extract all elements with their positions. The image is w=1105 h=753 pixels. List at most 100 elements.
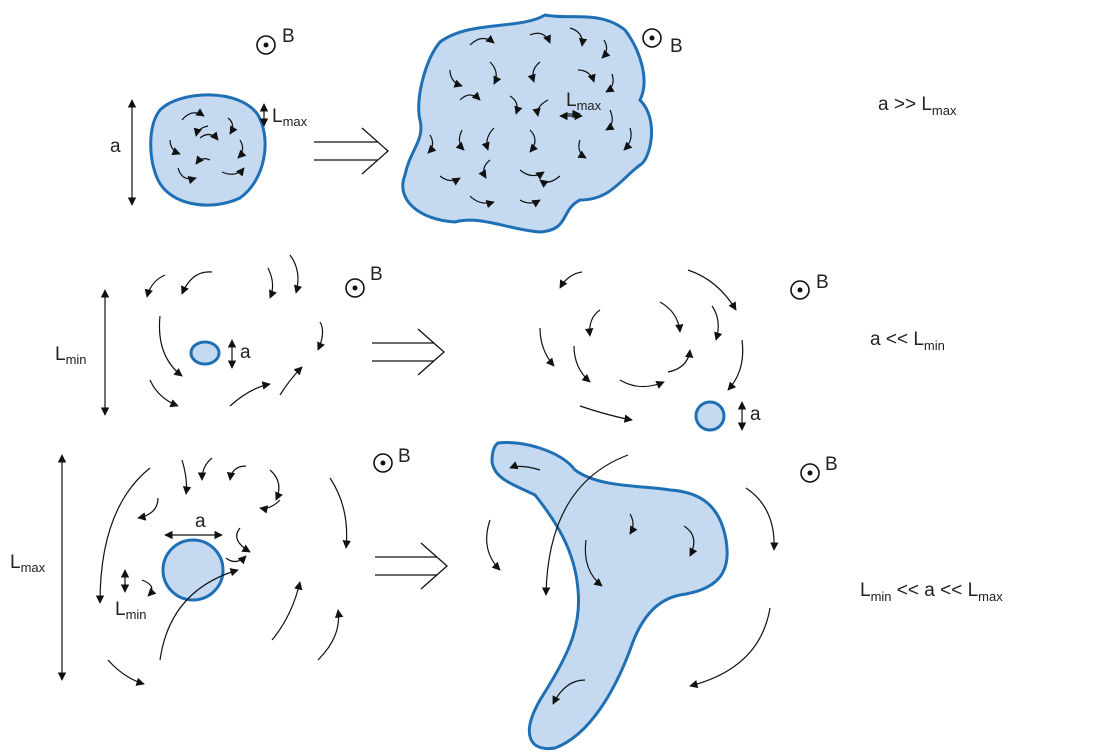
- eddies: [427, 27, 633, 209]
- eddy-arrow: [177, 167, 197, 185]
- size-label: a: [110, 136, 121, 157]
- eddy-arrow: [181, 108, 205, 121]
- eddy-arrow: [199, 131, 219, 141]
- field-dot: [797, 287, 803, 293]
- eddy-arrow: [317, 321, 325, 351]
- eddy-arrow: [149, 379, 179, 408]
- eddy-arrow: [236, 527, 251, 553]
- scale-label: Lmax: [10, 552, 46, 575]
- eddy-arrow: [469, 195, 495, 209]
- eddy-arrow: [683, 525, 698, 557]
- eddy-arrow: [197, 457, 213, 481]
- eddy-arrow: [229, 381, 271, 407]
- eddy-arrow: [745, 487, 779, 551]
- scale-base: L: [272, 106, 283, 127]
- eddy-arrow: [267, 267, 277, 299]
- eddy-arrow: [137, 497, 159, 521]
- eddy-arrow: [489, 61, 502, 85]
- condition-sub: max: [978, 589, 1003, 604]
- eddies: [486, 454, 779, 705]
- condition: a << Lmin: [870, 329, 945, 353]
- eddy-arrow: [469, 34, 495, 46]
- eddy-arrow: [289, 254, 303, 294]
- eddy-arrow: [569, 27, 588, 47]
- eddy-arrow: [667, 349, 694, 373]
- scale-sub: min: [66, 352, 87, 367]
- scale-base: L: [566, 90, 577, 111]
- eddy-arrow: [107, 659, 145, 686]
- condition-sub: max: [932, 103, 957, 118]
- eddy-arrow: [689, 607, 771, 689]
- eddies: [539, 269, 744, 423]
- eddy-arrow: [159, 568, 239, 661]
- eddy-arrow: [605, 73, 615, 93]
- eddy-arrow: [259, 499, 281, 514]
- eddy-arrow: [226, 465, 247, 481]
- scale-base: L: [10, 552, 21, 573]
- eddy-arrow: [181, 271, 213, 295]
- eddy-arrow: [459, 91, 481, 101]
- field-label: B: [282, 26, 295, 47]
- eddy-arrow: [584, 539, 603, 587]
- eddy-arrow: [577, 69, 596, 83]
- eddy-arrow: [519, 199, 541, 208]
- scale-sub: min: [126, 607, 147, 622]
- eddy-arrow: [532, 99, 549, 117]
- scale-sub: max: [283, 114, 308, 129]
- eddy-arrow: [227, 117, 238, 135]
- eddy-arrow: [579, 405, 633, 423]
- eddy-arrow: [552, 679, 586, 705]
- condition-text: a >> L: [878, 94, 932, 115]
- eddy-arrow: [687, 269, 737, 311]
- field-dot: [649, 35, 655, 41]
- condition-text: << a << L: [892, 580, 979, 601]
- eddy-arrow: [539, 327, 555, 367]
- field-label: B: [670, 36, 683, 57]
- eddy-arrow: [509, 95, 523, 115]
- eddy-arrow: [509, 461, 541, 471]
- scale-base: L: [115, 599, 126, 620]
- transition-arrow: [314, 127, 389, 175]
- eddy-arrow: [158, 315, 183, 377]
- eddy-arrow: [271, 581, 303, 641]
- eddy-arrow: [527, 61, 541, 83]
- eddy-arrow: [584, 309, 601, 337]
- eddy-arrow: [269, 469, 283, 501]
- condition-sub: min: [871, 589, 892, 604]
- field-dot: [380, 460, 386, 466]
- eddy-arrow: [221, 167, 245, 177]
- field-dot: [352, 285, 358, 291]
- condition-text: a << L: [870, 329, 924, 350]
- scale-base: L: [55, 344, 66, 365]
- condition: a >> Lmax: [878, 94, 957, 118]
- eddy-arrow: [144, 274, 166, 298]
- field-label: B: [398, 446, 411, 467]
- row-1: B a Lmax Lmax B a >> Lmax: [110, 13, 957, 234]
- eddy-arrow: [559, 271, 583, 289]
- eddy-arrow: [478, 159, 491, 179]
- eddy-arrow: [601, 39, 611, 59]
- eddy-arrow: [427, 134, 437, 154]
- eddy-arrow: [573, 345, 591, 383]
- scale-label: Lmax: [566, 90, 602, 113]
- eddy-arrow: [605, 109, 615, 131]
- transition-arrow: [375, 542, 448, 590]
- eddy-arrow: [169, 139, 181, 156]
- eddy-arrow: [195, 155, 211, 165]
- eddy-arrow: [481, 127, 495, 151]
- row-3: B Lmax a Lmin B Lmin << a << Lmax: [10, 440, 1003, 751]
- condition-text: L: [860, 580, 871, 601]
- eddy-arrow: [619, 379, 665, 389]
- eddies: [95, 457, 351, 686]
- eddy-arrow: [95, 467, 151, 604]
- region: [401, 13, 654, 234]
- eddy-arrow: [439, 175, 461, 186]
- eddy-arrow: [727, 339, 744, 391]
- scale-label: Lmax: [272, 106, 308, 129]
- eddy-arrow: [141, 579, 157, 597]
- row-2: B Lmin a a B a << Lmin: [55, 254, 945, 432]
- condition: Lmin << a << Lmax: [860, 580, 1003, 604]
- field-label: B: [370, 264, 383, 285]
- size-label: a: [750, 404, 761, 425]
